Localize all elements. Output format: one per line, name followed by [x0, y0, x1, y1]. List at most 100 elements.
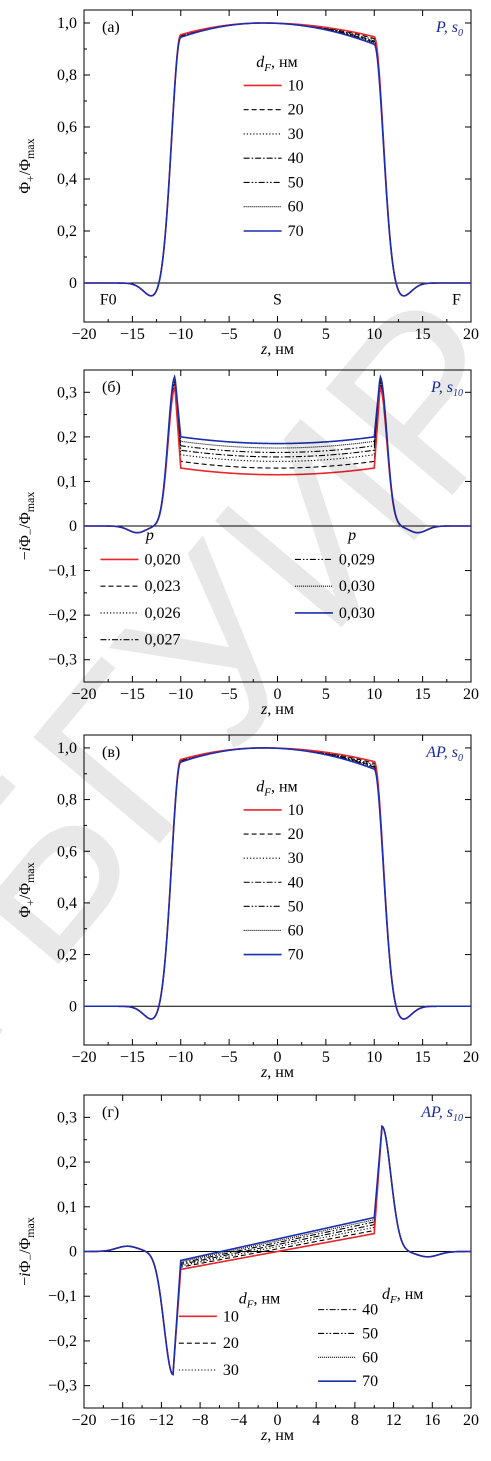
- legend-label: 30: [288, 850, 304, 867]
- panel-label: (г): [102, 1104, 119, 1121]
- y-tick-label: 0,2: [57, 1154, 77, 1171]
- legend-label: 0,030: [339, 605, 375, 622]
- x-tick-label: −20: [71, 326, 96, 343]
- legend-label: 10: [288, 77, 304, 94]
- x-tick-label: −20: [71, 1412, 96, 1429]
- y-tick-label: −0,1: [48, 563, 77, 580]
- x-tick-label: −20: [71, 1049, 96, 1066]
- region-label: F0: [100, 292, 117, 309]
- x-tick-label: −16: [110, 1412, 135, 1429]
- legend-label: 50: [288, 174, 304, 191]
- legend-label: 50: [288, 898, 304, 915]
- legend-title-2: p: [347, 527, 356, 544]
- chart-panel-a: −20 −15 −10 −5 0 5 10 15 20 0 0,2 0,4 0,6 0,8 1,0 (а) P,…: [17, 9, 479, 358]
- x-tick-label: 4: [312, 1412, 320, 1429]
- x-tick-label: −15: [120, 686, 145, 703]
- y-axis-label: −iΦ−/Φmax: [17, 492, 37, 561]
- x-tick-label: −15: [120, 326, 145, 343]
- y-tick-label: 0,6: [57, 843, 77, 860]
- legend-title: dF, нм: [256, 54, 297, 74]
- x-axis-label: z, нм: [260, 1064, 294, 1081]
- legend-label: 70: [288, 223, 304, 240]
- y-tick-label: −0,1: [48, 1288, 77, 1305]
- region-label: F: [452, 292, 461, 309]
- x-tick-label: 8: [351, 1412, 359, 1429]
- legend-label: 10: [223, 1308, 239, 1325]
- x-tick-label: −10: [168, 326, 193, 343]
- x-tick-label: 0: [274, 686, 282, 703]
- x-axis-label: z, нм: [260, 701, 294, 718]
- x-tick-label: 0: [274, 1049, 282, 1066]
- series-line-blue: [84, 1124, 471, 1376]
- x-tick-label: −20: [71, 686, 96, 703]
- legend-label: 60: [288, 922, 304, 939]
- x-tick-label: 5: [322, 686, 330, 703]
- y-tick-label: 0,2: [57, 947, 77, 964]
- x-tick-label: 0: [274, 1412, 282, 1429]
- y-tick-label: 1,0: [57, 740, 77, 757]
- panel-label: (в): [102, 744, 120, 761]
- panel-label: (б): [102, 379, 121, 396]
- x-tick-label: 10: [366, 686, 382, 703]
- x-tick-label: −15: [120, 1049, 145, 1066]
- y-tick-label: 0,2: [57, 429, 77, 446]
- y-tick-label: 0,3: [57, 1109, 77, 1126]
- x-tick-label: 0: [274, 326, 282, 343]
- x-tick-label: −5: [221, 1049, 238, 1066]
- x-tick-label: −4: [230, 1412, 247, 1429]
- legend-label: 0,026: [144, 605, 180, 622]
- x-tick-label: 20: [463, 1412, 479, 1429]
- x-tick-label: 10: [366, 1049, 382, 1066]
- y-tick-label: 0,6: [57, 119, 77, 136]
- x-tick-label: 12: [386, 1412, 402, 1429]
- x-tick-label: −10: [168, 1049, 193, 1066]
- series-line-blue: [84, 747, 471, 1020]
- legend-title: dF, нм: [239, 1290, 280, 1310]
- x-tick-label: 5: [322, 1049, 330, 1066]
- legend-label: 60: [362, 1349, 378, 1366]
- x-tick-label: 20: [463, 326, 479, 343]
- x-tick-label: 10: [366, 326, 382, 343]
- legend-label: 10: [288, 802, 304, 819]
- x-axis-label: z, нм: [260, 341, 294, 358]
- y-tick-label: 0: [69, 275, 77, 292]
- chart-panel-d: −20 −16 −12 −8 −4 0 4 8 12 16 20 −0,3 −0,2 −0,1 0 0,1 0,…: [17, 1094, 479, 1444]
- y-tick-label: −0,3: [48, 1378, 77, 1395]
- y-tick-label: 0: [69, 998, 77, 1015]
- legend-label: 60: [288, 199, 304, 216]
- legend-label: 20: [288, 102, 304, 119]
- x-tick-label: −12: [149, 1412, 174, 1429]
- y-tick-label: 0,4: [57, 895, 77, 912]
- y-tick-label: −0,2: [48, 607, 77, 624]
- y-axis-label: Φ+/Φmax: [17, 862, 37, 917]
- x-tick-label: 5: [322, 326, 330, 343]
- region-label: S: [273, 292, 282, 309]
- x-tick-label: 15: [415, 326, 431, 343]
- legend-label: 70: [288, 947, 304, 964]
- legend-label: 0,029: [339, 551, 375, 568]
- y-tick-label: 0,3: [57, 384, 77, 401]
- legend-label: 20: [288, 826, 304, 843]
- y-tick-label: 0,2: [57, 223, 77, 240]
- y-tick-label: 1,0: [57, 15, 77, 32]
- panel-annotation: P, s10: [430, 379, 463, 399]
- x-axis-label: z, нм: [260, 1427, 294, 1444]
- legend-label: 0,020: [144, 551, 180, 568]
- x-tick-label: 15: [415, 686, 431, 703]
- panel-annotation: P, s0: [435, 19, 463, 39]
- x-tick-label: 20: [463, 1049, 479, 1066]
- y-axis-label: Φ+/Φmax: [17, 138, 37, 193]
- y-tick-label: 0,8: [57, 67, 77, 84]
- y-tick-label: 0,8: [57, 792, 77, 809]
- y-axis-label: −iΦ−/Φmax: [17, 1217, 37, 1286]
- chart-panel-b: −20 −15 −10 −5 0 5 10 15 20 −0,3 −0,2 −0,1 0 0,1 0,2 0,…: [17, 369, 479, 718]
- x-tick-label: −10: [168, 686, 193, 703]
- y-tick-label: 0,1: [57, 473, 77, 490]
- y-tick-label: 0: [69, 1244, 77, 1261]
- series-line-blue: [84, 374, 471, 534]
- legend-title: dF, нм: [256, 779, 297, 799]
- legend-label: 0,027: [144, 632, 180, 649]
- x-tick-label: 16: [424, 1412, 440, 1429]
- panel-label: (а): [102, 19, 120, 36]
